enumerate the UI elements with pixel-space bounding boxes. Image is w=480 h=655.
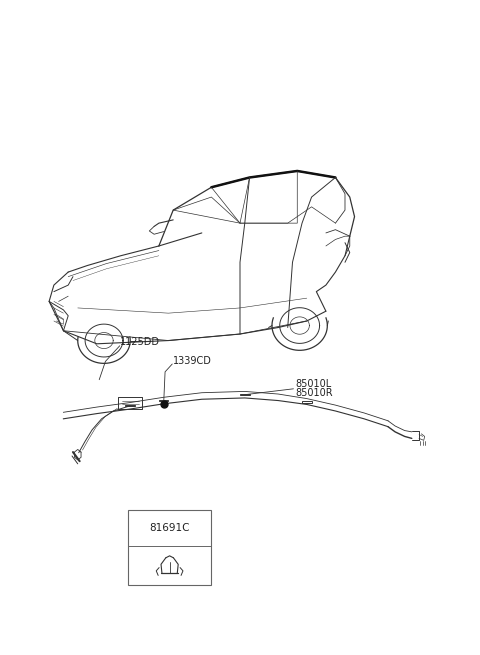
Text: 1339CD: 1339CD — [173, 356, 212, 366]
Bar — [125, 405, 135, 406]
Bar — [302, 401, 312, 403]
Text: 1125DD: 1125DD — [120, 337, 160, 347]
Bar — [128, 510, 211, 585]
Bar — [159, 400, 168, 402]
Text: 85010L: 85010L — [295, 379, 331, 389]
Text: 81691C: 81691C — [149, 523, 190, 533]
Bar — [240, 394, 250, 396]
Text: 85010R: 85010R — [295, 388, 333, 398]
